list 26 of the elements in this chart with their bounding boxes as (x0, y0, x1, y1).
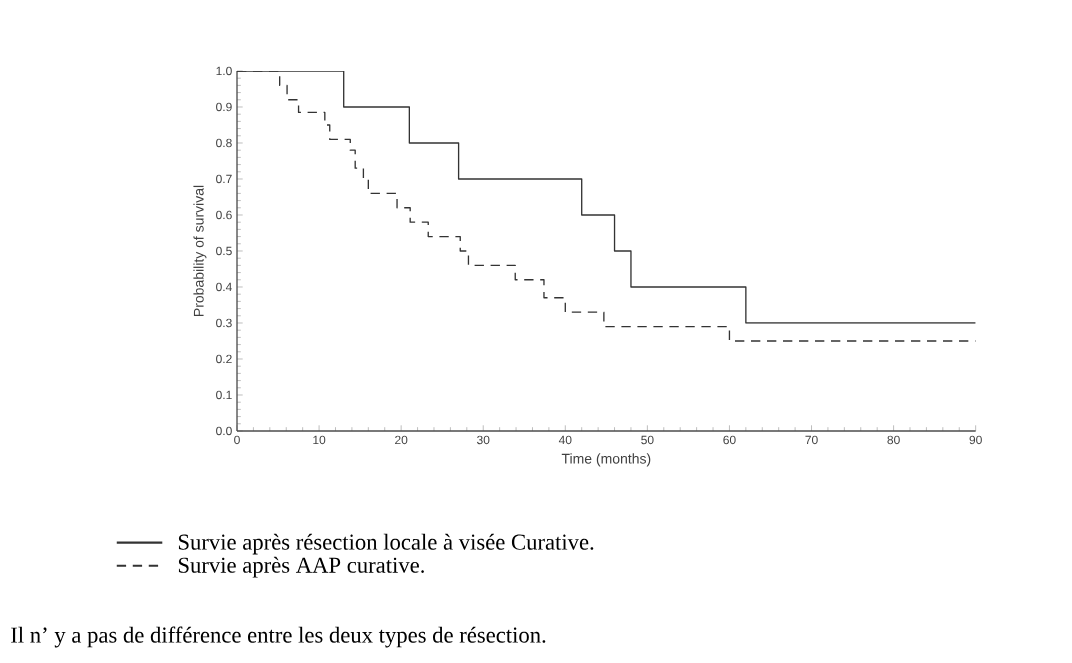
y-tick-label: 0.3 (216, 318, 232, 328)
x-axis-title: Time (months) (561, 453, 651, 467)
x-tick-label: 20 (395, 435, 408, 445)
text: Il n’ y a pas de différence entre les deux types de résection. (11, 626, 546, 648)
x-tick-label: 70 (805, 435, 818, 445)
x-tick-label: 50 (641, 435, 654, 445)
x-tick-label: 30 (477, 435, 490, 445)
y-axis-title: Probability of survival (193, 185, 207, 316)
legend-label: Survie après résection locale à visée Curative. (178, 533, 594, 555)
y-tick-label: 0.1 (216, 390, 232, 400)
y-tick-label: 0.9 (216, 102, 232, 112)
x-tick-label: 90 (969, 435, 982, 445)
x-tick-label: 0 (234, 435, 240, 445)
y-tick-label: 0.7 (216, 174, 232, 184)
y-tick-label: 0.4 (216, 282, 232, 292)
x-tick-label: 80 (887, 435, 900, 445)
y-tick-label: 0.0 (216, 426, 232, 436)
y-tick-label: 0.8 (216, 138, 232, 148)
x-tick-label: 60 (723, 435, 736, 445)
x-tick-label: 40 (558, 435, 572, 445)
y-tick-label: 0.6 (216, 210, 232, 220)
y-tick-label: 1.0 (216, 66, 232, 76)
legend-label: Survie après AAP curative. (178, 556, 424, 578)
x-tick-label: 10 (313, 435, 326, 445)
y-tick-label: 0.2 (216, 354, 232, 364)
y-tick-label: 0.5 (216, 246, 232, 256)
